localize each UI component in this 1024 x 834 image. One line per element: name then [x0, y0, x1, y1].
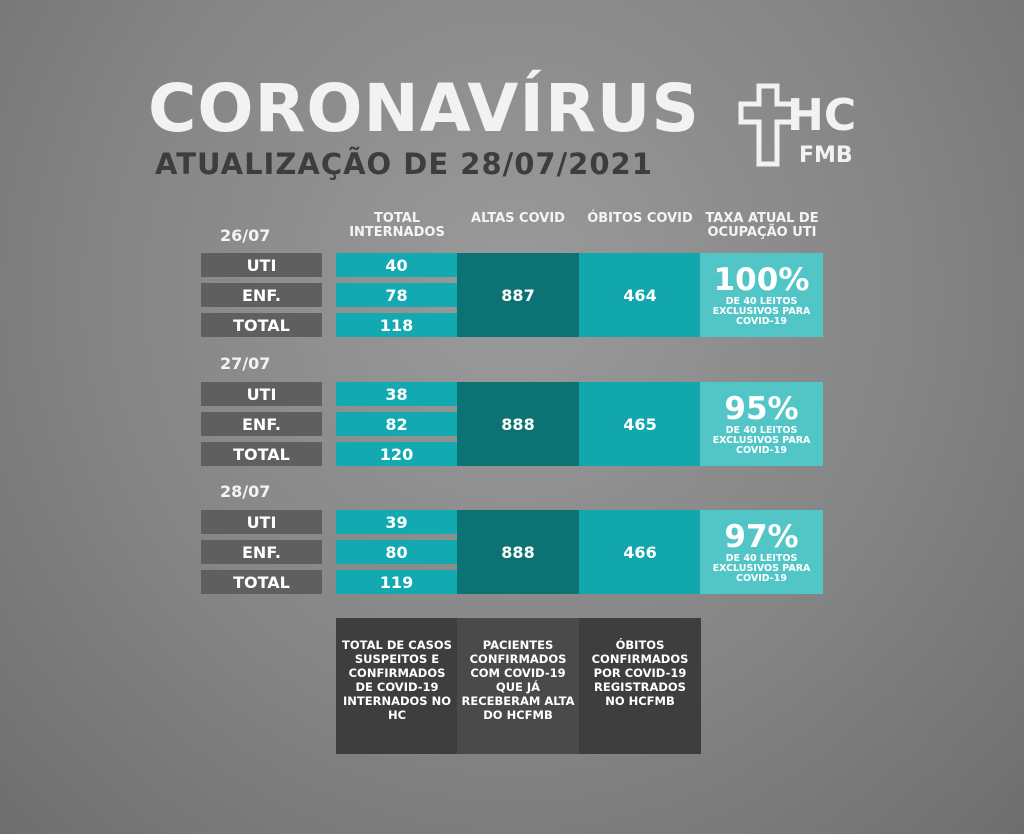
obitos-value: 464	[579, 253, 701, 337]
row-label-total: TOTAL	[201, 442, 322, 466]
update-date: ATUALIZAÇÃO DE 28/07/2021	[155, 147, 653, 181]
altas-value: 888	[457, 382, 579, 466]
block-date: 28/07	[220, 482, 271, 501]
total-enf: 80	[336, 540, 457, 564]
svg-text:FMB: FMB	[799, 143, 853, 168]
taxa-cell: 95% DE 40 LEITOS EXCLUSIVOS PARA COVID-19	[700, 382, 823, 466]
header-altas-covid: ALTAS COVID	[471, 211, 565, 226]
taxa-cell: 97% DE 40 LEITOS EXCLUSIVOS PARA COVID-19	[700, 510, 823, 594]
row-label-uti: UTI	[201, 382, 322, 406]
total-total: 120	[336, 442, 457, 466]
page-title: CORONAVÍRUS	[148, 70, 700, 147]
row-label-total: TOTAL	[201, 570, 322, 594]
total-enf: 82	[336, 412, 457, 436]
altas-value: 887	[457, 253, 579, 337]
total-uti: 40	[336, 253, 457, 277]
taxa-cell: 100% DE 40 LEITOS EXCLUSIVOS PARA COVID-1…	[700, 253, 823, 337]
taxa-note: DE 40 LEITOS EXCLUSIVOS PARA COVID-19	[712, 553, 811, 584]
footnote-altas: PACIENTES CONFIRMADOS COM COVID-19 QUE J…	[457, 618, 579, 754]
header-total-internados: TOTAL INTERNADOS	[349, 211, 445, 240]
total-total: 119	[336, 570, 457, 594]
altas-value: 888	[457, 510, 579, 594]
taxa-percent: 97%	[724, 519, 799, 555]
row-label-enf: ENF.	[201, 283, 322, 307]
row-label-enf: ENF.	[201, 412, 322, 436]
row-label-enf: ENF.	[201, 540, 322, 564]
obitos-value: 466	[579, 510, 701, 594]
total-uti: 39	[336, 510, 457, 534]
taxa-note: DE 40 LEITOS EXCLUSIVOS PARA COVID-19	[712, 425, 811, 456]
row-label-total: TOTAL	[201, 313, 322, 337]
block-date: 26/07	[220, 226, 271, 245]
total-uti: 38	[336, 382, 457, 406]
block-date: 27/07	[220, 354, 271, 373]
taxa-percent: 95%	[724, 391, 799, 427]
header-taxa-ocupacao: TAXA ATUAL DE OCUPAÇÃO UTI	[705, 211, 819, 240]
footnote-obitos: ÓBITOS CONFIRMADOS POR COVID-19 REGISTRA…	[579, 618, 701, 754]
header-obitos-covid: ÓBITOS COVID	[587, 211, 693, 226]
taxa-percent: 100%	[713, 262, 810, 298]
row-label-uti: UTI	[201, 510, 322, 534]
taxa-note: DE 40 LEITOS EXCLUSIVOS PARA COVID-19	[712, 296, 811, 327]
obitos-value: 465	[579, 382, 701, 466]
total-total: 118	[336, 313, 457, 337]
footnote-total: TOTAL DE CASOS SUSPEITOS E CONFIRMADOS D…	[336, 618, 458, 754]
total-enf: 78	[336, 283, 457, 307]
hcfmb-logo: HC FMB	[737, 82, 857, 168]
row-label-uti: UTI	[201, 253, 322, 277]
svg-text:HC: HC	[787, 90, 856, 141]
